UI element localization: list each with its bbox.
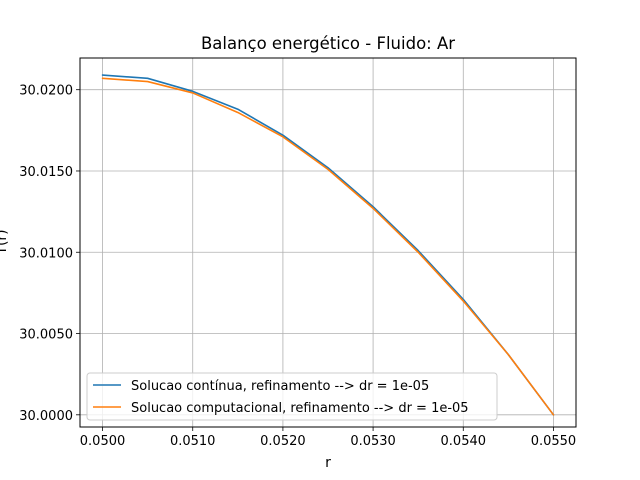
plot-frame [79, 57, 577, 428]
x-tick-label: 0.0550 [531, 434, 577, 449]
legend-label-computational: Solucao computacional, refinamento --> d… [131, 401, 469, 416]
x-tick-label: 0.0540 [441, 434, 487, 449]
plot-lines [101, 74, 555, 416]
x-tick-label: 0.0520 [260, 434, 306, 449]
legend-label-continuous: Solucao contínua, refinamento --> dr = 1… [131, 379, 429, 394]
x-tick-label: 0.0500 [80, 434, 126, 449]
x-axis-ticks: 0.0500 0.0510 0.0520 0.0530 0.0540 0.0550 [80, 427, 576, 449]
y-tick-label: 30.0100 [19, 246, 73, 261]
chart-title: Balanço energético - Fluido: Ar [201, 34, 455, 53]
y-tick-label: 30.0050 [19, 328, 73, 343]
y-tick-label: 30.0150 [19, 165, 73, 180]
x-tick-label: 0.0510 [170, 434, 216, 449]
x-tick-label: 0.0530 [350, 434, 396, 449]
legend: Solucao contínua, refinamento --> dr = 1… [86, 372, 498, 421]
y-axis-label: T(r) [0, 229, 10, 255]
y-tick-label: 30.0000 [19, 409, 73, 424]
grid [80, 58, 576, 427]
x-axis-label: r [325, 455, 331, 471]
y-axis-ticks: 30.0000 30.0050 30.0100 30.0150 30.0200 [19, 84, 80, 424]
legend-box [86, 372, 498, 421]
series-line-computational [101, 77, 555, 416]
y-tick-label: 30.0200 [19, 84, 73, 99]
